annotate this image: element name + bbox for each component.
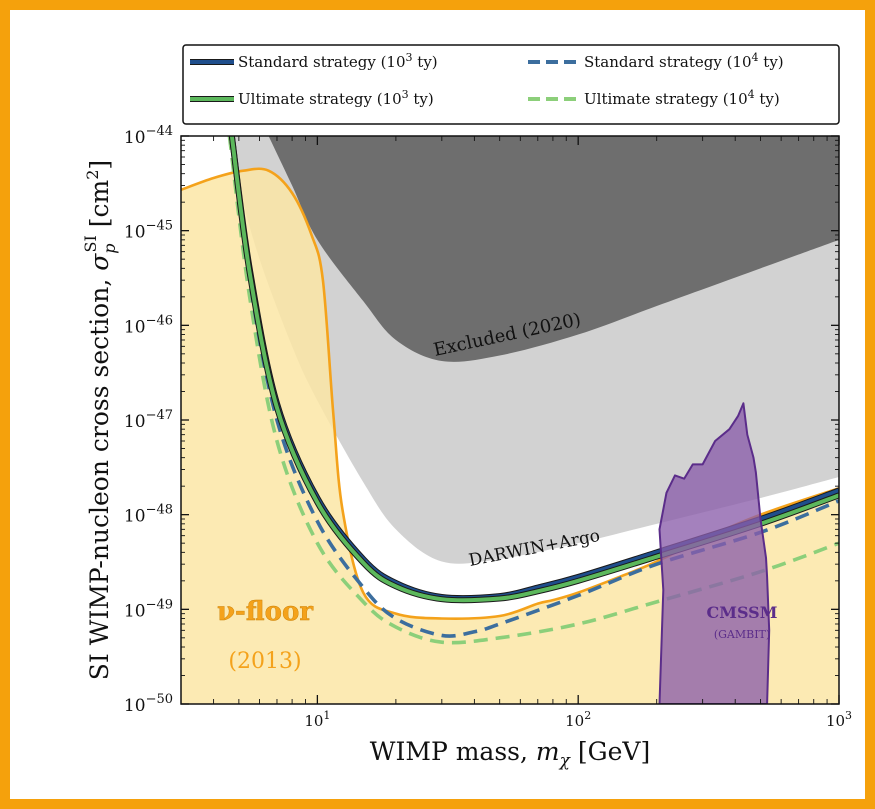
y-tick-label-4: 10−48 bbox=[124, 503, 173, 527]
neutrino-floor-label: ν-floor bbox=[217, 597, 313, 627]
cmssm-label: CMSSM bbox=[707, 603, 778, 622]
legend: Standard strategy (103 ty) Standard strat… bbox=[182, 44, 840, 125]
cmssm-layer bbox=[658, 402, 771, 704]
y-tick-label-5: 10−49 bbox=[124, 597, 173, 621]
legend-label-2: Ultimate strategy (103 ty) bbox=[238, 88, 434, 108]
cmssm-gambit-label: (GAMBIT) bbox=[714, 628, 770, 641]
legend-label-3: Ultimate strategy (104 ty) bbox=[584, 88, 780, 108]
legend-label-1: Standard strategy (104 ty) bbox=[584, 51, 784, 71]
x-tick-label-0: 101 bbox=[304, 709, 330, 730]
x-tick-label-1: 102 bbox=[565, 709, 591, 730]
cmssm-region bbox=[658, 402, 771, 704]
legend-box bbox=[182, 44, 840, 125]
x-tick-label-2: 103 bbox=[826, 709, 852, 730]
excluded-2020-region bbox=[268, 136, 839, 362]
series-line-2 bbox=[230, 136, 839, 638]
y-axis-label: SI WIMP-nucleon cross section, σpSI [cm2… bbox=[81, 160, 119, 680]
y-tick-label-3: 10−47 bbox=[124, 408, 173, 432]
legend-label-0: Standard strategy (103 ty) bbox=[238, 51, 438, 71]
y-tick-label-1: 10−45 bbox=[124, 219, 173, 243]
y-tick-label-0: 10−44 bbox=[124, 124, 173, 148]
neutrino-floor-year-label: (2013) bbox=[228, 649, 301, 674]
y-tick-label-2: 10−46 bbox=[124, 313, 173, 337]
x-axis-label: WIMP mass, mχ [GeV] bbox=[370, 737, 650, 771]
y-tick-label-6: 10−50 bbox=[124, 692, 173, 716]
axes-layer: 10−44 10−45 10−46 10−47 10−48 10−49 10−50 101 10… bbox=[81, 124, 852, 771]
